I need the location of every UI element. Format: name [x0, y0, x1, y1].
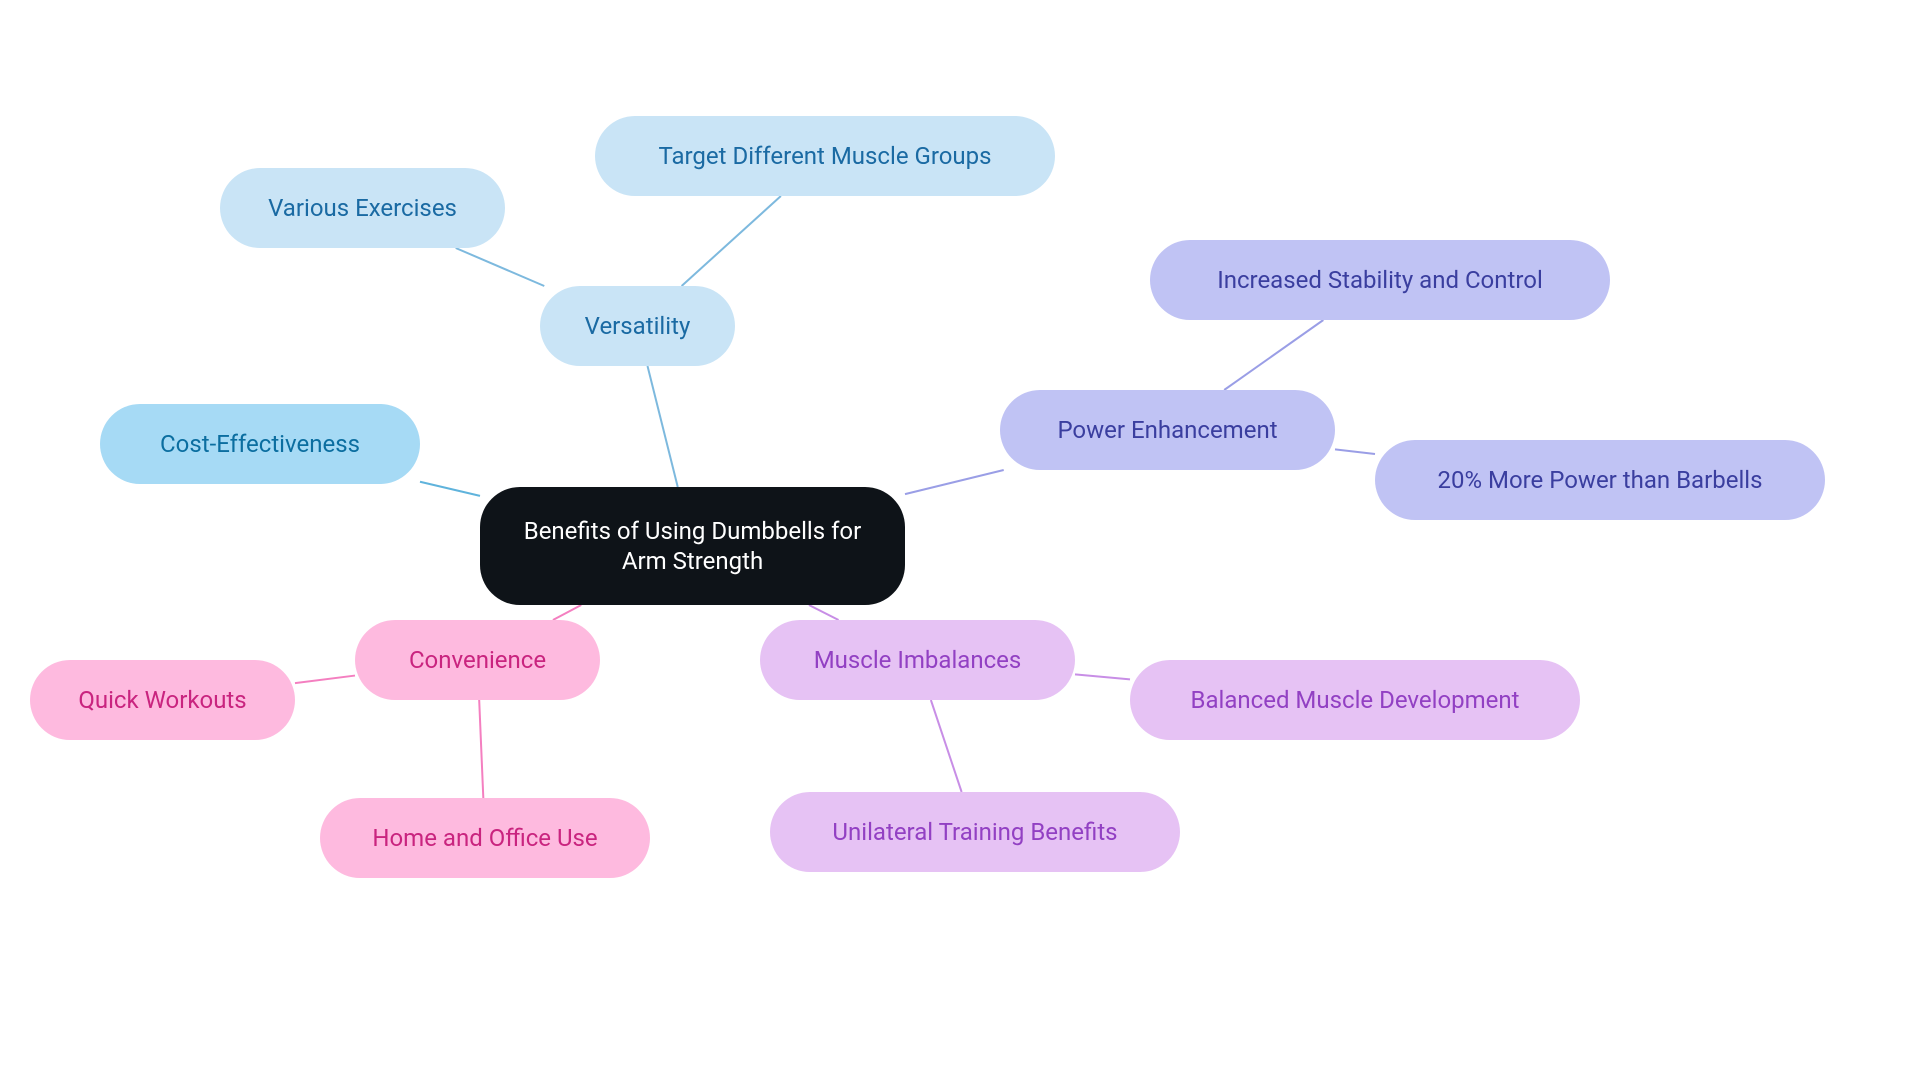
node-pow2: 20% More Power than Barbells: [1375, 440, 1825, 520]
edge-musc-musc1: [931, 700, 962, 792]
edge-root-conv: [553, 605, 581, 620]
node-label: Quick Workouts: [78, 685, 246, 715]
node-cost: Cost-Effectiveness: [100, 404, 420, 484]
node-label: 20% More Power than Barbells: [1438, 465, 1763, 495]
node-musc: Muscle Imbalances: [760, 620, 1075, 700]
node-musc2: Balanced Muscle Development: [1130, 660, 1580, 740]
node-label: Muscle Imbalances: [814, 645, 1022, 675]
node-vers1: Various Exercises: [220, 168, 505, 248]
node-root: Benefits of Using Dumbbells for Arm Stre…: [480, 487, 905, 605]
node-label: Power Enhancement: [1057, 415, 1277, 445]
node-conv2: Home and Office Use: [320, 798, 650, 878]
node-label: Unilateral Training Benefits: [832, 817, 1117, 847]
node-label: Target Different Muscle Groups: [658, 141, 991, 171]
node-pow: Power Enhancement: [1000, 390, 1335, 470]
node-label: Various Exercises: [268, 193, 457, 223]
edge-vers-vers2: [682, 196, 781, 286]
node-conv1: Quick Workouts: [30, 660, 295, 740]
edge-conv-conv1: [295, 676, 355, 684]
edge-conv-conv2: [479, 700, 483, 798]
node-conv: Convenience: [355, 620, 600, 700]
mindmap-canvas: Benefits of Using Dumbbells for Arm Stre…: [0, 0, 1920, 1083]
edge-root-pow: [905, 470, 1004, 494]
edge-pow-pow1: [1224, 320, 1323, 390]
node-label: Cost-Effectiveness: [160, 429, 360, 459]
edge-pow-pow2: [1335, 449, 1375, 454]
node-musc1: Unilateral Training Benefits: [770, 792, 1180, 872]
node-pow1: Increased Stability and Control: [1150, 240, 1610, 320]
node-vers2: Target Different Muscle Groups: [595, 116, 1055, 196]
node-label: Versatility: [585, 311, 691, 341]
edge-vers-vers1: [456, 248, 545, 286]
node-vers: Versatility: [540, 286, 735, 366]
node-label: Increased Stability and Control: [1217, 265, 1543, 295]
edge-root-cost: [420, 482, 480, 496]
edge-root-musc: [809, 605, 839, 620]
node-label: Benefits of Using Dumbbells for Arm Stre…: [524, 516, 862, 576]
node-label: Balanced Muscle Development: [1191, 685, 1520, 715]
node-label: Convenience: [409, 645, 546, 675]
edge-musc-musc2: [1075, 674, 1130, 679]
edge-root-vers: [648, 366, 678, 487]
node-label: Home and Office Use: [372, 823, 597, 853]
